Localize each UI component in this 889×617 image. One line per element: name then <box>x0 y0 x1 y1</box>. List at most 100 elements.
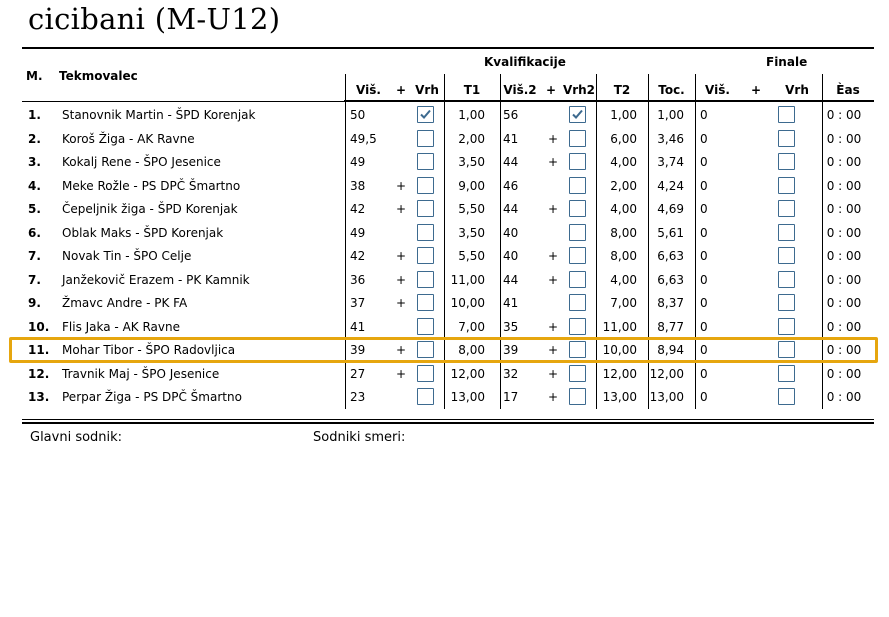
final-top-checkbox[interactable] <box>778 271 795 288</box>
height-2: 44 <box>503 273 519 287</box>
top-1-checkbox[interactable] <box>417 247 434 264</box>
competitor-name: Kokalj Rene - ŠPO Jesenice <box>62 155 221 169</box>
top-2-checkbox[interactable] <box>569 341 586 358</box>
height-1: 42 <box>350 202 366 216</box>
time-2: 2,00 <box>610 179 637 193</box>
time-2: 8,00 <box>610 249 637 263</box>
final-time: 0 : 00 <box>826 390 862 404</box>
top-2-checkbox[interactable] <box>569 177 586 194</box>
time-1: 8,00 <box>458 343 485 357</box>
height-1: 49 <box>350 155 366 169</box>
plus-1: + <box>395 343 407 357</box>
competitor-name: Novak Tin - ŠPO Celje <box>62 249 192 263</box>
top-2-checkbox[interactable] <box>569 200 586 217</box>
col-header-top2: Vrh2 <box>562 83 596 97</box>
total-score: 8,94 <box>657 343 684 357</box>
competitor-name: Žmavc Andre - PK FA <box>62 296 188 310</box>
final-time: 0 : 00 <box>826 179 862 193</box>
final-top-checkbox[interactable] <box>778 130 795 147</box>
top-1-checkbox[interactable] <box>417 271 434 288</box>
total-score: 1,00 <box>657 108 684 122</box>
time-2: 11,00 <box>602 320 637 334</box>
column-divider <box>648 74 649 409</box>
final-top-checkbox[interactable] <box>778 388 795 405</box>
height-2: 40 <box>503 249 519 263</box>
top-1-checkbox[interactable] <box>417 106 434 123</box>
top-1-checkbox[interactable] <box>417 294 434 311</box>
time-2: 8,00 <box>610 226 637 240</box>
rank-cell: 6. <box>28 226 41 240</box>
final-top-checkbox[interactable] <box>778 153 795 170</box>
top-2-checkbox[interactable] <box>569 106 586 123</box>
time-1: 9,00 <box>458 179 485 193</box>
height-2: 35 <box>503 320 519 334</box>
top-1-checkbox[interactable] <box>417 365 434 382</box>
final-top-checkbox[interactable] <box>778 247 795 264</box>
top-1-checkbox[interactable] <box>417 388 434 405</box>
time-2: 7,00 <box>610 296 637 310</box>
final-top-checkbox[interactable] <box>778 224 795 241</box>
col-header-h2: Viš.2 <box>503 83 537 97</box>
top-2-checkbox[interactable] <box>569 294 586 311</box>
final-height: 0 <box>700 320 708 334</box>
plus-1: + <box>395 249 407 263</box>
time-2: 4,00 <box>610 273 637 287</box>
top-1-checkbox[interactable] <box>417 318 434 335</box>
col-header-h1: Viš. <box>356 83 381 97</box>
final-height: 0 <box>700 249 708 263</box>
top-2-checkbox[interactable] <box>569 365 586 382</box>
time-2: 4,00 <box>610 155 637 169</box>
header-competitor: Tekmovalec <box>59 69 138 83</box>
final-top-checkbox[interactable] <box>778 341 795 358</box>
height-1: 39 <box>350 343 366 357</box>
plus-2: + <box>547 249 559 263</box>
final-top-checkbox[interactable] <box>778 365 795 382</box>
rank-cell: 2. <box>28 132 41 146</box>
top-1-checkbox[interactable] <box>417 153 434 170</box>
height-1: 50 <box>350 108 366 122</box>
top-1-checkbox[interactable] <box>417 200 434 217</box>
rank-cell: 5. <box>28 202 41 216</box>
plus-2: + <box>547 367 559 381</box>
top-1-checkbox[interactable] <box>417 224 434 241</box>
page-title: cicibani (M-U12) <box>28 2 281 36</box>
top-1-checkbox[interactable] <box>417 177 434 194</box>
rank-cell: 4. <box>28 179 41 193</box>
top-2-checkbox[interactable] <box>569 388 586 405</box>
final-height: 0 <box>700 155 708 169</box>
top-2-checkbox[interactable] <box>569 247 586 264</box>
top-rule <box>22 47 874 49</box>
time-1: 10,00 <box>450 296 485 310</box>
time-1: 11,00 <box>450 273 485 287</box>
total-score: 13,00 <box>649 390 684 404</box>
col-header-plus1: + <box>395 83 407 97</box>
plus-2: + <box>547 343 559 357</box>
top-2-checkbox[interactable] <box>569 224 586 241</box>
top-2-checkbox[interactable] <box>569 271 586 288</box>
time-1: 3,50 <box>458 155 485 169</box>
total-score: 4,69 <box>657 202 684 216</box>
rank-cell: 7. <box>28 249 41 263</box>
competitor-name: Perpar Žiga - PS DPČ Šmartno <box>62 390 242 404</box>
top-1-checkbox[interactable] <box>417 341 434 358</box>
competitor-name: Flis Jaka - AK Ravne <box>62 320 180 334</box>
final-time: 0 : 00 <box>826 202 862 216</box>
top-2-checkbox[interactable] <box>569 153 586 170</box>
col-header-time: Èas <box>836 83 860 97</box>
final-top-checkbox[interactable] <box>778 106 795 123</box>
final-time: 0 : 00 <box>826 367 862 381</box>
time-1: 2,00 <box>458 132 485 146</box>
total-score: 8,37 <box>657 296 684 310</box>
final-top-checkbox[interactable] <box>778 294 795 311</box>
height-1: 37 <box>350 296 366 310</box>
top-2-checkbox[interactable] <box>569 318 586 335</box>
height-1: 49,5 <box>350 132 377 146</box>
height-1: 27 <box>350 367 366 381</box>
height-2: 46 <box>503 179 519 193</box>
column-divider <box>822 74 823 409</box>
top-2-checkbox[interactable] <box>569 130 586 147</box>
top-1-checkbox[interactable] <box>417 130 434 147</box>
final-top-checkbox[interactable] <box>778 177 795 194</box>
final-top-checkbox[interactable] <box>778 200 795 217</box>
final-top-checkbox[interactable] <box>778 318 795 335</box>
